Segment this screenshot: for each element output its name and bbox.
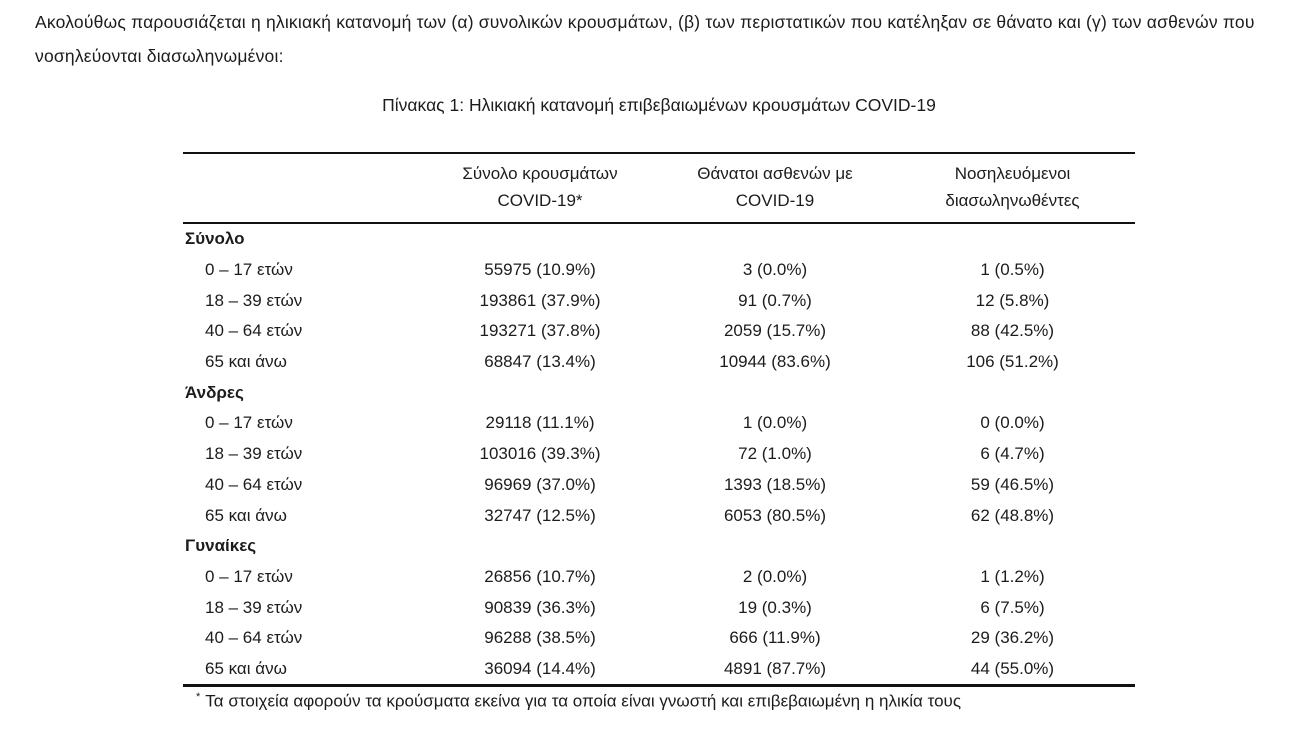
header-deaths: Θάνατοι ασθενών με COVID-19 [660, 160, 890, 214]
intubated-value: 6 (4.7%) [980, 444, 1045, 464]
cases-value: 193861 (37.9%) [479, 290, 601, 310]
age-label: 0 – 17 ετών [205, 260, 293, 280]
cases-value: 32747 (12.5%) [484, 505, 596, 525]
section-header-row: Γυναίκες [183, 531, 1135, 562]
deaths-value: 4891 (87.7%) [723, 658, 827, 678]
cases-value: 103016 (39.3%) [479, 444, 601, 464]
intubated-value: 1 (0.5%) [980, 260, 1045, 280]
cases-value: 68847 (13.4%) [484, 352, 596, 372]
age-label: 0 – 17 ετών [205, 413, 293, 433]
header-intubated-line2: διασωληνωθέντες [945, 191, 1080, 210]
header-total-cases-line2: COVID-19* [497, 191, 583, 210]
table-header-row: Σύνολο κρουσμάτων COVID-19* Θάνατοι ασθε… [183, 154, 1135, 224]
header-deaths-line1: Θάνατοι ασθενών με [697, 164, 853, 183]
footnote-text: Τα στοιχεία αφορούν τα κρούσματα εκείνα … [205, 691, 962, 711]
age-label: 18 – 39 ετών [205, 597, 303, 617]
cases-value: 193271 (37.8%) [479, 321, 601, 341]
header-empty-cell [183, 160, 420, 214]
intubated-value: 6 (7.5%) [980, 597, 1045, 617]
header-total-cases-line1: Σύνολο κρουσμάτων [462, 164, 618, 183]
age-label: 18 – 39 ετών [205, 444, 303, 464]
intubated-value: 29 (36.2%) [970, 628, 1055, 648]
covid-age-distribution-table: Σύνολο κρουσμάτων COVID-19* Θάνατοι ασθε… [183, 152, 1135, 688]
age-label: 18 – 39 ετών [205, 290, 303, 310]
intubated-value: 12 (5.8%) [975, 290, 1050, 310]
deaths-value: 666 (11.9%) [729, 628, 821, 648]
table-row: 40 – 64 ετών 193271 (37.8%) 2059 (15.7%)… [183, 316, 1135, 347]
deaths-value: 6053 (80.5%) [723, 505, 827, 525]
intubated-value: 88 (42.5%) [970, 321, 1055, 341]
intubated-value: 0 (0.0%) [980, 413, 1045, 433]
header-intubated: Νοσηλευόμενοι διασωληνωθέντες [890, 160, 1135, 214]
intubated-value: 106 (51.2%) [966, 352, 1059, 372]
intro-paragraph: Ακολούθως παρουσιάζεται η ηλικιακή καταν… [35, 12, 1255, 66]
age-label: 65 και άνω [205, 352, 287, 372]
deaths-value: 19 (0.3%) [738, 597, 812, 617]
deaths-value: 10944 (83.6%) [719, 352, 831, 372]
deaths-value: 91 (0.7%) [738, 290, 812, 310]
age-label: 65 και άνω [205, 658, 287, 678]
cases-value: 90839 (36.3%) [484, 597, 596, 617]
cases-value: 96288 (38.5%) [484, 628, 596, 648]
table-body: Σύνολο 0 – 17 ετών 55975 (10.9%) 3 (0.0%… [183, 224, 1135, 684]
intubated-value: 1 (1.2%) [980, 566, 1045, 586]
table-row: 18 – 39 ετών 193861 (37.9%) 91 (0.7%) 12… [183, 285, 1135, 316]
table-title: Πίνακας 1: Ηλικιακή κατανομή επιβεβαιωμέ… [382, 95, 936, 115]
deaths-value: 2059 (15.7%) [723, 321, 827, 341]
deaths-value: 2 (0.0%) [742, 566, 808, 586]
table-row: 40 – 64 ετών 96969 (37.0%) 1393 (18.5%) … [183, 470, 1135, 501]
table-row: 18 – 39 ετών 90839 (36.3%) 19 (0.3%) 6 (… [183, 592, 1135, 623]
section-label: Γυναίκες [185, 536, 257, 556]
header-deaths-line2: COVID-19 [735, 191, 815, 210]
age-label: 40 – 64 ετών [205, 474, 303, 494]
intubated-value: 59 (46.5%) [970, 474, 1055, 494]
section-label: Σύνολο [185, 229, 245, 249]
table-row: 65 και άνω 32747 (12.5%) 6053 (80.5%) 62… [183, 500, 1135, 531]
deaths-value: 1393 (18.5%) [723, 474, 827, 494]
section-header-row: Άνδρες [183, 377, 1135, 408]
deaths-value: 72 (1.0%) [738, 444, 812, 464]
intubated-value: 44 (55.0%) [970, 658, 1055, 678]
age-label: 0 – 17 ετών [205, 566, 293, 586]
age-label: 40 – 64 ετών [205, 321, 303, 341]
cases-value: 26856 (10.7%) [484, 566, 596, 586]
section-label: Άνδρες [185, 382, 244, 402]
deaths-value: 1 (0.0%) [742, 413, 808, 433]
header-total-cases: Σύνολο κρουσμάτων COVID-19* [420, 160, 660, 214]
table-footnote: * Τα στοιχεία αφορούν τα κρούσματα εκείνα… [196, 691, 961, 712]
table-row: 0 – 17 ετών 29118 (11.1%) 1 (0.0%) 0 (0.… [183, 408, 1135, 439]
footnote-asterisk: * [196, 691, 201, 703]
header-intubated-line1: Νοσηλευόμενοι [954, 164, 1071, 183]
table-row: 0 – 17 ετών 26856 (10.7%) 2 (0.0%) 1 (1.… [183, 562, 1135, 593]
deaths-value: 3 (0.0%) [742, 260, 808, 280]
cases-value: 55975 (10.9%) [484, 260, 596, 280]
cases-value: 96969 (37.0%) [484, 474, 596, 494]
cases-value: 29118 (11.1%) [485, 413, 595, 433]
cases-value: 36094 (14.4%) [484, 658, 596, 678]
table-row: 0 – 17 ετών 55975 (10.9%) 3 (0.0%) 1 (0.… [183, 255, 1135, 286]
section-header-row: Σύνολο [183, 224, 1135, 255]
table-row: 65 και άνω 36094 (14.4%) 4891 (87.7%) 44… [183, 654, 1135, 685]
age-label: 65 και άνω [205, 505, 287, 525]
table-row: 65 και άνω 68847 (13.4%) 10944 (83.6%) 1… [183, 347, 1135, 378]
age-label: 40 – 64 ετών [205, 628, 303, 648]
intubated-value: 62 (48.8%) [970, 505, 1055, 525]
table-row: 40 – 64 ετών 96288 (38.5%) 666 (11.9%) 2… [183, 623, 1135, 654]
table-row: 18 – 39 ετών 103016 (39.3%) 72 (1.0%) 6 … [183, 439, 1135, 470]
